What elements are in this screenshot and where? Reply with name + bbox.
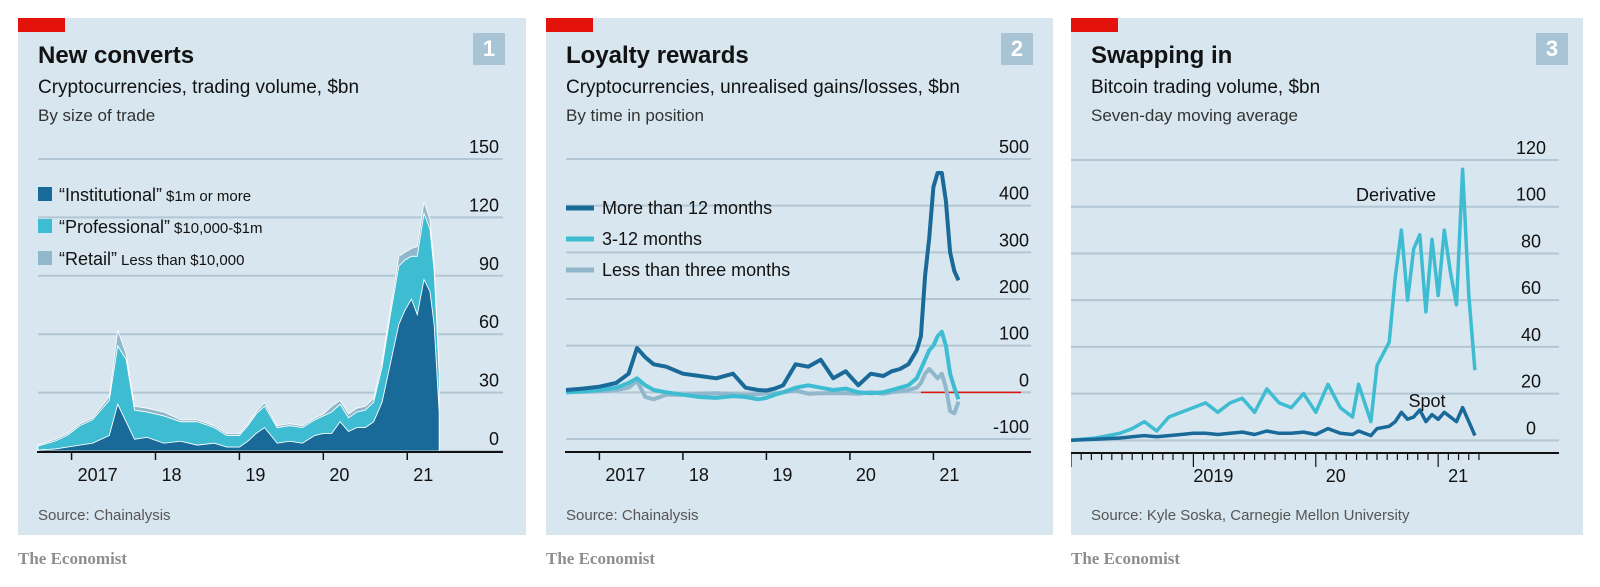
x-tick-label: 2019 [1193, 466, 1233, 486]
x-tick-label: 21 [939, 465, 959, 485]
series-label-spot: Spot [1408, 391, 1445, 411]
brand-logo-text: The Economist [1071, 549, 1181, 568]
chart-panel-swapping-in: 3 Swapping in Bitcoin trading volume, $b… [1071, 18, 1583, 535]
legend-label-detail: $1m or more [166, 188, 251, 205]
brand-logo-text: The Economist [546, 549, 656, 568]
legend-label-main: “Retail” [59, 249, 117, 269]
chart-note: By size of trade [38, 106, 156, 125]
legend-swatch [38, 219, 52, 233]
line-series-less-than-three-months [565, 367, 961, 416]
legend-label-detail: $10,000-$1m [174, 220, 262, 237]
y-tick-label: 0 [1019, 370, 1029, 390]
y-tick-label: 100 [1516, 185, 1546, 205]
y-tick-label: 120 [1516, 138, 1546, 158]
line-series-spot [1071, 405, 1477, 443]
chart-title: Loyalty rewards [566, 42, 749, 69]
chart-source: Source: Chainalysis [566, 507, 699, 524]
legend-label: Less than three months [602, 260, 790, 280]
x-tick-label: 20 [329, 465, 349, 485]
x-tick-label: 21 [1448, 466, 1468, 486]
x-tick-label: 18 [161, 465, 181, 485]
y-tick-label: 60 [479, 312, 499, 332]
y-tick-label: 0 [489, 429, 499, 449]
y-tick-label: 90 [479, 254, 499, 274]
y-tick-label: 120 [469, 195, 499, 215]
legend-label: 3-12 months [602, 229, 702, 249]
chart-number-badge: 2 [1001, 33, 1033, 65]
chart-subtitle: Cryptocurrencies, unrealised gains/losse… [566, 77, 960, 98]
chart-subtitle: Cryptocurrencies, trading volume, $bn [38, 77, 360, 98]
x-tick-label: 19 [245, 465, 265, 485]
legend-swatch [38, 251, 52, 265]
legend-label: “Retail” Less than $10,000 [59, 249, 244, 269]
y-tick-label: 200 [999, 277, 1029, 297]
chart-source: Source: Chainalysis [38, 507, 171, 524]
y-tick-label: 80 [1521, 231, 1541, 251]
legend-label-main: “Professional” [59, 217, 170, 237]
chart-panel-loyalty-rewards: 2 Loyalty rewards Cryptocurrencies, unre… [546, 18, 1053, 535]
line-series-derivative [1071, 167, 1477, 443]
line-chart-bitcoin-volume: 0 20 40 60 80 100 120 2019 20 21 Derivative Spot [1071, 138, 1559, 486]
chart-panel-new-converts: 1 New converts Cryptocurrencies, trading… [18, 18, 526, 535]
y-tick-label: -100 [993, 417, 1029, 437]
legend-label-detail: Less than $10,000 [121, 252, 244, 269]
legend-label: “Institutional” $1m or more [59, 185, 251, 205]
y-tick-label: 400 [999, 184, 1029, 204]
y-tick-label: 150 [469, 137, 499, 157]
chart-source: Source: Kyle Soska, Carnegie Mellon Univ… [1091, 507, 1410, 524]
area-chart-trading-volume: 0 30 60 90 120 150 2017 18 19 20 21 “Institutional”… [37, 137, 503, 485]
x-tick-label: 20 [856, 465, 876, 485]
y-tick-label: 40 [1521, 325, 1541, 345]
chart-note: Seven-day moving average [1091, 106, 1298, 125]
x-tick-label: 19 [772, 465, 792, 485]
x-tick-label: 21 [413, 465, 433, 485]
chart-number-badge: 3 [1536, 33, 1568, 65]
legend-label-main: “Institutional” [59, 185, 162, 205]
y-tick-label: 30 [479, 371, 499, 391]
x-tick-label: 2017 [605, 465, 645, 485]
brand-logo-text: The Economist [18, 549, 128, 568]
legend-label: More than 12 months [602, 198, 772, 218]
chart-subtitle: Bitcoin trading volume, $bn [1091, 77, 1321, 98]
legend-label: “Professional” $10,000-$1m [59, 217, 262, 237]
accent-tag [1071, 18, 1118, 32]
y-tick-label: 0 [1526, 418, 1536, 438]
accent-tag [18, 18, 65, 32]
chart-title: Swapping in [1091, 42, 1233, 69]
x-tick-label: 18 [689, 465, 709, 485]
chart-note: By time in position [566, 106, 704, 125]
legend-swatch [38, 187, 52, 201]
x-tick-label: 20 [1326, 466, 1346, 486]
x-tick-label: 2017 [78, 465, 118, 485]
line-chart-unrealised-gains: -100 0 100 200 300 400 500 2017 18 19 20 21 More tha… [565, 137, 1031, 485]
y-tick-label: 300 [999, 230, 1029, 250]
accent-tag [546, 18, 593, 32]
y-tick-label: 100 [999, 324, 1029, 344]
y-tick-label: 60 [1521, 278, 1541, 298]
chart-title: New converts [38, 42, 195, 69]
y-tick-label: 20 [1521, 372, 1541, 392]
line-series-more-than-12-months [565, 171, 961, 393]
line-series-3-12-months [565, 329, 961, 402]
series-label-derivative: Derivative [1356, 185, 1436, 205]
y-tick-label: 500 [999, 137, 1029, 157]
chart-number-badge: 1 [473, 33, 505, 65]
